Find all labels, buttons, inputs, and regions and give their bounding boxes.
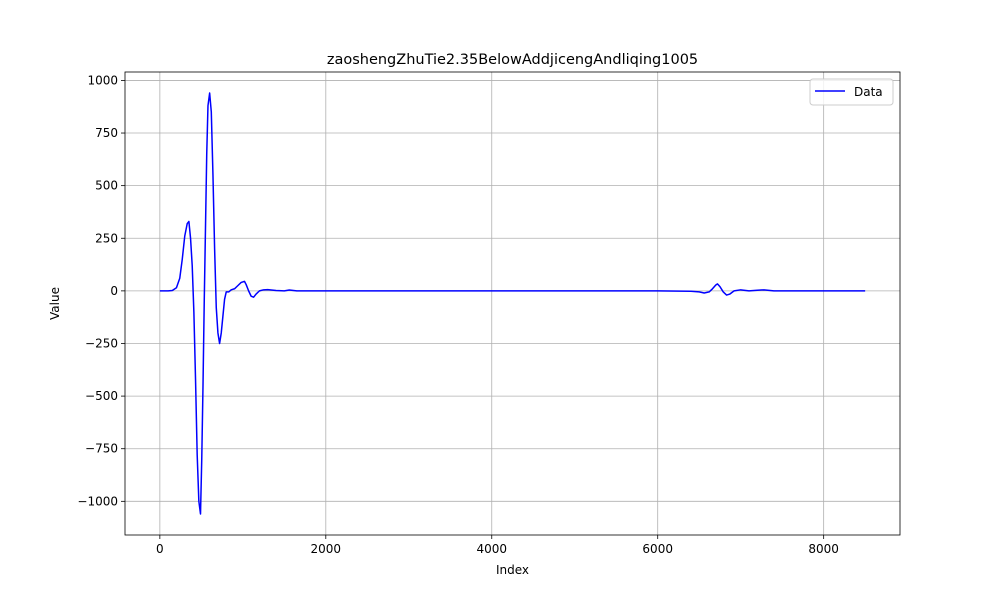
y-tick-label: −500 bbox=[85, 389, 118, 403]
x-axis-ticks: 0 2000 4000 6000 8000 bbox=[156, 535, 839, 556]
legend: Data bbox=[809, 78, 894, 106]
legend-label-data: Data bbox=[854, 85, 883, 99]
y-tick-label: 250 bbox=[95, 231, 118, 245]
x-tick-label: 0 bbox=[156, 542, 164, 556]
x-axis-label: Index bbox=[496, 563, 529, 577]
y-tick-label: 500 bbox=[95, 179, 118, 193]
y-tick-label: −1000 bbox=[77, 494, 118, 508]
series-line-data bbox=[159, 92, 866, 515]
y-axis-ticks: 1000 750 500 250 0 −250 −500 −750 −1000 bbox=[77, 73, 125, 508]
x-tick-label: 4000 bbox=[476, 542, 507, 556]
y-axis-label: Value bbox=[48, 287, 62, 320]
plot-frame bbox=[124, 71, 901, 536]
x-tick-label: 6000 bbox=[642, 542, 673, 556]
x-tick-label: 8000 bbox=[808, 542, 839, 556]
chart-title: zaoshengZhuTie2.35BelowAddjicengAndliqin… bbox=[327, 52, 698, 68]
y-tick-label: 750 bbox=[95, 126, 118, 140]
grid-lines bbox=[125, 72, 900, 535]
x-tick-label: 2000 bbox=[311, 542, 342, 556]
y-tick-label: 0 bbox=[110, 284, 118, 298]
series-layer bbox=[159, 92, 866, 515]
y-tick-label: 1000 bbox=[87, 73, 118, 87]
y-tick-label: −750 bbox=[85, 442, 118, 456]
y-tick-label: −250 bbox=[85, 336, 118, 350]
legend-box bbox=[809, 78, 894, 106]
